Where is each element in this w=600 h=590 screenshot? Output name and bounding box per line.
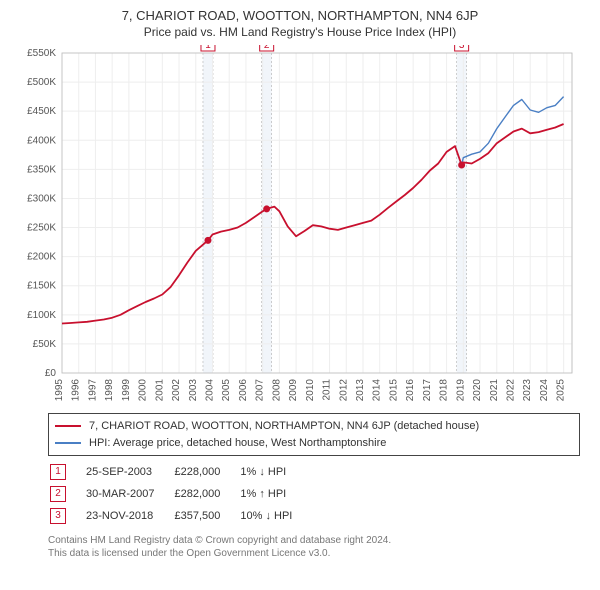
svg-text:£200K: £200K [27,252,56,263]
svg-text:2007: 2007 [255,379,266,402]
svg-text:1: 1 [205,45,211,51]
svg-text:2020: 2020 [472,379,483,402]
vs-hpi: 1% ↑ HPI [240,484,310,504]
svg-text:2022: 2022 [505,379,516,402]
legend-item: HPI: Average price, detached house, West… [55,435,573,452]
svg-text:2014: 2014 [372,379,383,402]
svg-text:2015: 2015 [388,379,399,402]
svg-text:2001: 2001 [154,379,165,402]
sale-date: 30-MAR-2007 [86,484,172,504]
svg-text:2004: 2004 [204,379,215,402]
legend-swatch [55,442,81,444]
svg-text:2010: 2010 [305,379,316,402]
svg-text:£350K: £350K [27,164,56,175]
footnote-line: This data is licensed under the Open Gov… [48,547,580,560]
legend-label: HPI: Average price, detached house, West… [89,435,386,452]
svg-text:£250K: £250K [27,223,56,234]
svg-text:3: 3 [459,45,465,51]
svg-text:2000: 2000 [138,379,149,402]
svg-text:2018: 2018 [439,379,450,402]
svg-text:2024: 2024 [539,379,550,402]
price-chart: £0 £50K £100K £150K £200K £250K £300K £350K £400… [20,45,580,405]
marker-badge: 2 [50,486,66,502]
svg-text:2025: 2025 [556,379,567,402]
svg-text:2016: 2016 [405,379,416,402]
svg-text:1995: 1995 [54,379,65,402]
svg-text:2023: 2023 [522,379,533,402]
sale-price: £357,500 [174,506,238,526]
vs-hpi: 1% ↓ HPI [240,462,310,482]
svg-text:£450K: £450K [27,106,56,117]
page-subtitle: Price paid vs. HM Land Registry's House … [8,25,592,39]
svg-text:1998: 1998 [104,379,115,402]
svg-text:£300K: £300K [27,193,56,204]
svg-text:£150K: £150K [27,281,56,292]
svg-text:2019: 2019 [455,379,466,402]
chart-svg: £0 £50K £100K £150K £200K £250K £300K £350K £400… [20,45,580,405]
footnote-line: Contains HM Land Registry data © Crown c… [48,534,580,547]
price-events-table: 1 25-SEP-2003£228,0001% ↓ HPI 2 30-MAR-2007… [48,460,312,528]
sale-date: 25-SEP-2003 [86,462,172,482]
legend-label: 7, CHARIOT ROAD, WOOTTON, NORTHAMPTON, N… [89,418,479,435]
sale-date: 23-NOV-2018 [86,506,172,526]
sale-price: £282,000 [174,484,238,504]
sale-price: £228,000 [174,462,238,482]
svg-text:2006: 2006 [238,379,249,402]
svg-text:£400K: £400K [27,135,56,146]
svg-text:1997: 1997 [87,379,98,402]
svg-text:1996: 1996 [71,379,82,402]
svg-text:2021: 2021 [489,379,500,402]
svg-text:2012: 2012 [338,379,349,402]
marker-badge: 1 [50,464,66,480]
svg-text:£100K: £100K [27,310,56,321]
marker-badge: 3 [50,508,66,524]
svg-text:2003: 2003 [188,379,199,402]
legend-swatch [55,425,81,427]
legend-item: 7, CHARIOT ROAD, WOOTTON, NORTHAMPTON, N… [55,418,573,435]
legend: 7, CHARIOT ROAD, WOOTTON, NORTHAMPTON, N… [48,413,580,456]
svg-text:2013: 2013 [355,379,366,402]
svg-text:£0: £0 [45,368,57,379]
svg-text:2002: 2002 [171,379,182,402]
vs-hpi: 10% ↓ HPI [240,506,310,526]
svg-text:2: 2 [264,45,270,51]
svg-text:2009: 2009 [288,379,299,402]
svg-text:£50K: £50K [33,339,57,350]
svg-text:2017: 2017 [422,379,433,402]
table-row: 3 23-NOV-2018£357,50010% ↓ HPI [50,506,310,526]
svg-text:2005: 2005 [221,379,232,402]
table-row: 1 25-SEP-2003£228,0001% ↓ HPI [50,462,310,482]
page-title: 7, CHARIOT ROAD, WOOTTON, NORTHAMPTON, N… [8,8,592,23]
svg-text:£500K: £500K [27,77,56,88]
table-row: 2 30-MAR-2007£282,0001% ↑ HPI [50,484,310,504]
svg-text:1999: 1999 [121,379,132,402]
svg-text:2011: 2011 [322,379,333,401]
svg-text:£550K: £550K [27,48,56,59]
svg-text:2008: 2008 [271,379,282,402]
footnote: Contains HM Land Registry data © Crown c… [48,534,580,560]
